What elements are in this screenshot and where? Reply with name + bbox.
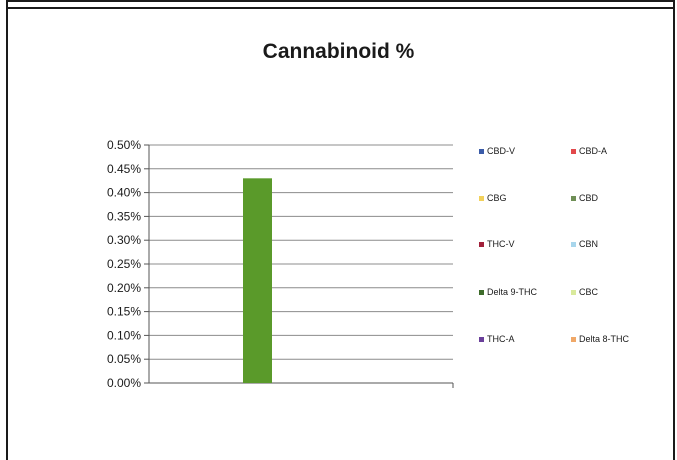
legend-label: CBN <box>579 239 598 249</box>
legend-swatch <box>479 196 484 201</box>
chart-frame <box>6 0 675 460</box>
legend-swatch <box>571 242 576 247</box>
legend-label: THC-A <box>487 334 515 344</box>
legend-swatch <box>571 196 576 201</box>
legend-label: CBC <box>579 287 599 297</box>
legend-label: CBG <box>487 193 507 203</box>
y-tick-label: 0.45% <box>107 162 141 176</box>
y-tick-label: 0.50% <box>107 138 141 152</box>
legend-swatch <box>479 149 484 154</box>
header-strip <box>6 0 675 9</box>
legend-label: CBD-A <box>579 146 607 156</box>
legend-swatch <box>479 290 484 295</box>
y-tick-label: 0.20% <box>107 281 141 295</box>
legend-swatch <box>571 290 576 295</box>
y-tick-label: 0.40% <box>107 186 141 200</box>
legend-label: CBD <box>579 193 599 203</box>
y-tick-label: 0.25% <box>107 257 141 271</box>
legend-swatch <box>571 149 576 154</box>
legend-label: CBD-V <box>487 146 515 156</box>
legend-swatch <box>479 337 484 342</box>
legend-swatch <box>571 337 576 342</box>
legend-label: Delta 9-THC <box>487 287 538 297</box>
chart-title: Cannabinoid % <box>262 40 415 63</box>
y-tick-label: 0.35% <box>107 209 141 223</box>
y-tick-label: 0.30% <box>107 233 141 247</box>
legend-label: Delta 8-THC <box>579 334 630 344</box>
legend-swatch <box>479 242 484 247</box>
y-tick-label: 0.00% <box>107 376 141 390</box>
legend-label: THC-V <box>487 239 515 249</box>
y-tick-label: 0.05% <box>107 352 141 366</box>
y-tick-label: 0.10% <box>107 328 141 342</box>
bar-delta-9-thc <box>243 178 272 383</box>
y-tick-label: 0.15% <box>107 305 141 319</box>
